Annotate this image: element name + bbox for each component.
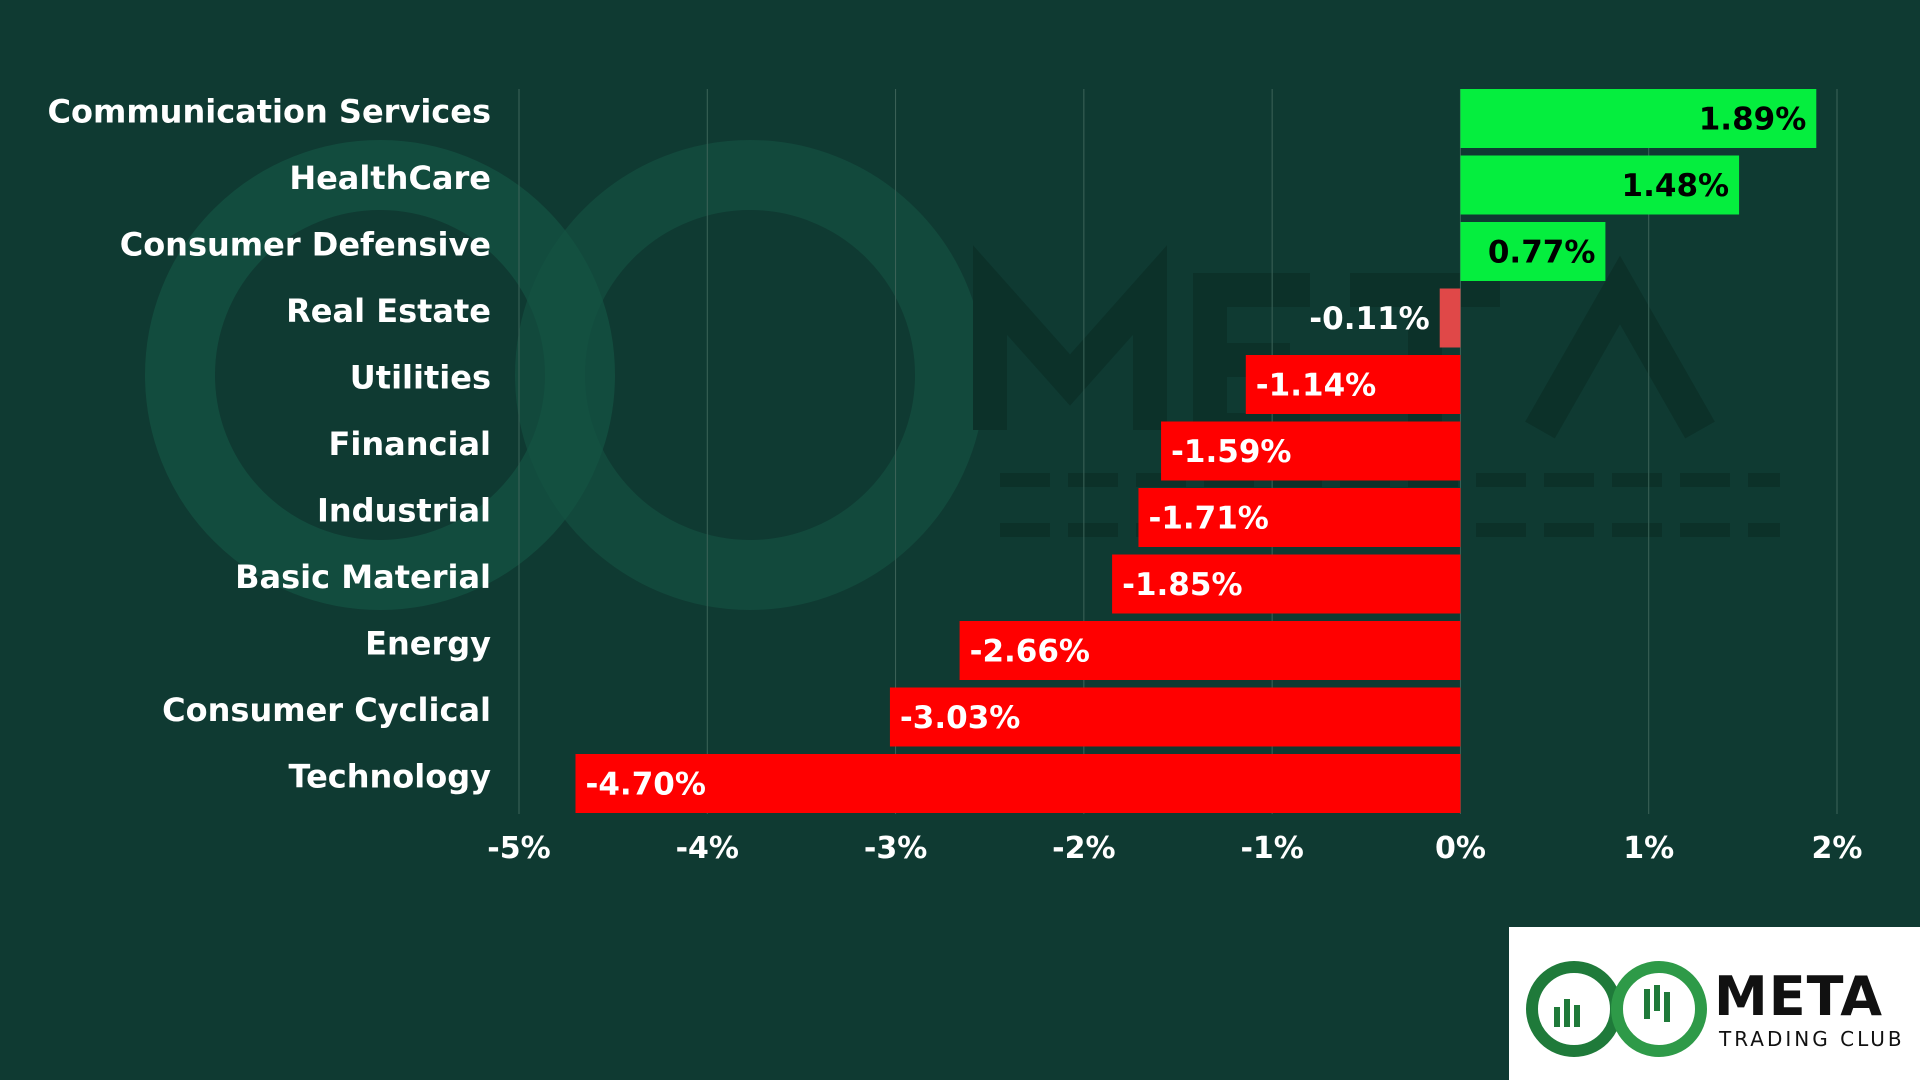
x-tick-label: 1% bbox=[1623, 831, 1674, 866]
category-label: Consumer Defensive bbox=[120, 226, 491, 264]
bar bbox=[1460, 222, 1606, 281]
category-label: HealthCare bbox=[289, 159, 491, 197]
category-label: Technology bbox=[288, 758, 491, 796]
bar bbox=[889, 687, 1461, 747]
x-tick-label: -3% bbox=[864, 831, 927, 866]
category-label: Utilities bbox=[350, 359, 491, 397]
x-tick-label: -4% bbox=[676, 831, 739, 866]
bar bbox=[1460, 89, 1817, 148]
category-label: Basic Material bbox=[235, 558, 491, 596]
data-label: -1.59% bbox=[1171, 434, 1291, 470]
category-label: Communication Services bbox=[48, 93, 492, 131]
data-label: -1.71% bbox=[1148, 501, 1268, 537]
bar bbox=[1245, 355, 1461, 414]
data-label: 0.77% bbox=[1488, 235, 1596, 271]
data-label: -1.14% bbox=[1256, 368, 1376, 404]
data-label: -2.66% bbox=[970, 634, 1090, 670]
logo-name: META bbox=[1714, 965, 1884, 1028]
logo-icon bbox=[1526, 961, 1707, 1057]
logo-subtitle: TRADING CLUB bbox=[1719, 1027, 1905, 1051]
bar bbox=[1138, 488, 1461, 547]
data-label: -0.11% bbox=[1309, 301, 1429, 337]
data-label: -1.85% bbox=[1122, 567, 1242, 603]
x-tick-label: -2% bbox=[1052, 831, 1115, 866]
x-tick-label: 0% bbox=[1435, 831, 1486, 866]
x-tick-label: 2% bbox=[1812, 831, 1863, 866]
bar bbox=[959, 621, 1461, 680]
logo: META TRADING CLUB bbox=[1509, 927, 1920, 1080]
bar bbox=[1439, 288, 1461, 348]
category-label: Industrial bbox=[317, 492, 491, 530]
bar bbox=[1112, 554, 1461, 614]
watermark-logo-icon bbox=[515, 140, 985, 610]
data-label: -3.03% bbox=[900, 700, 1020, 736]
x-tick-label: -5% bbox=[487, 831, 550, 866]
data-label: 1.89% bbox=[1699, 102, 1807, 138]
data-label: 1.48% bbox=[1622, 168, 1730, 204]
data-label: -4.70% bbox=[585, 767, 705, 803]
category-label: Consumer Cyclical bbox=[162, 691, 491, 729]
bar bbox=[575, 754, 1461, 813]
category-label: Real Estate bbox=[286, 292, 491, 330]
bar bbox=[1460, 155, 1740, 215]
x-tick-label: -1% bbox=[1240, 831, 1303, 866]
category-label: Energy bbox=[365, 625, 491, 663]
category-label: Financial bbox=[329, 425, 491, 463]
bar bbox=[1161, 421, 1461, 481]
